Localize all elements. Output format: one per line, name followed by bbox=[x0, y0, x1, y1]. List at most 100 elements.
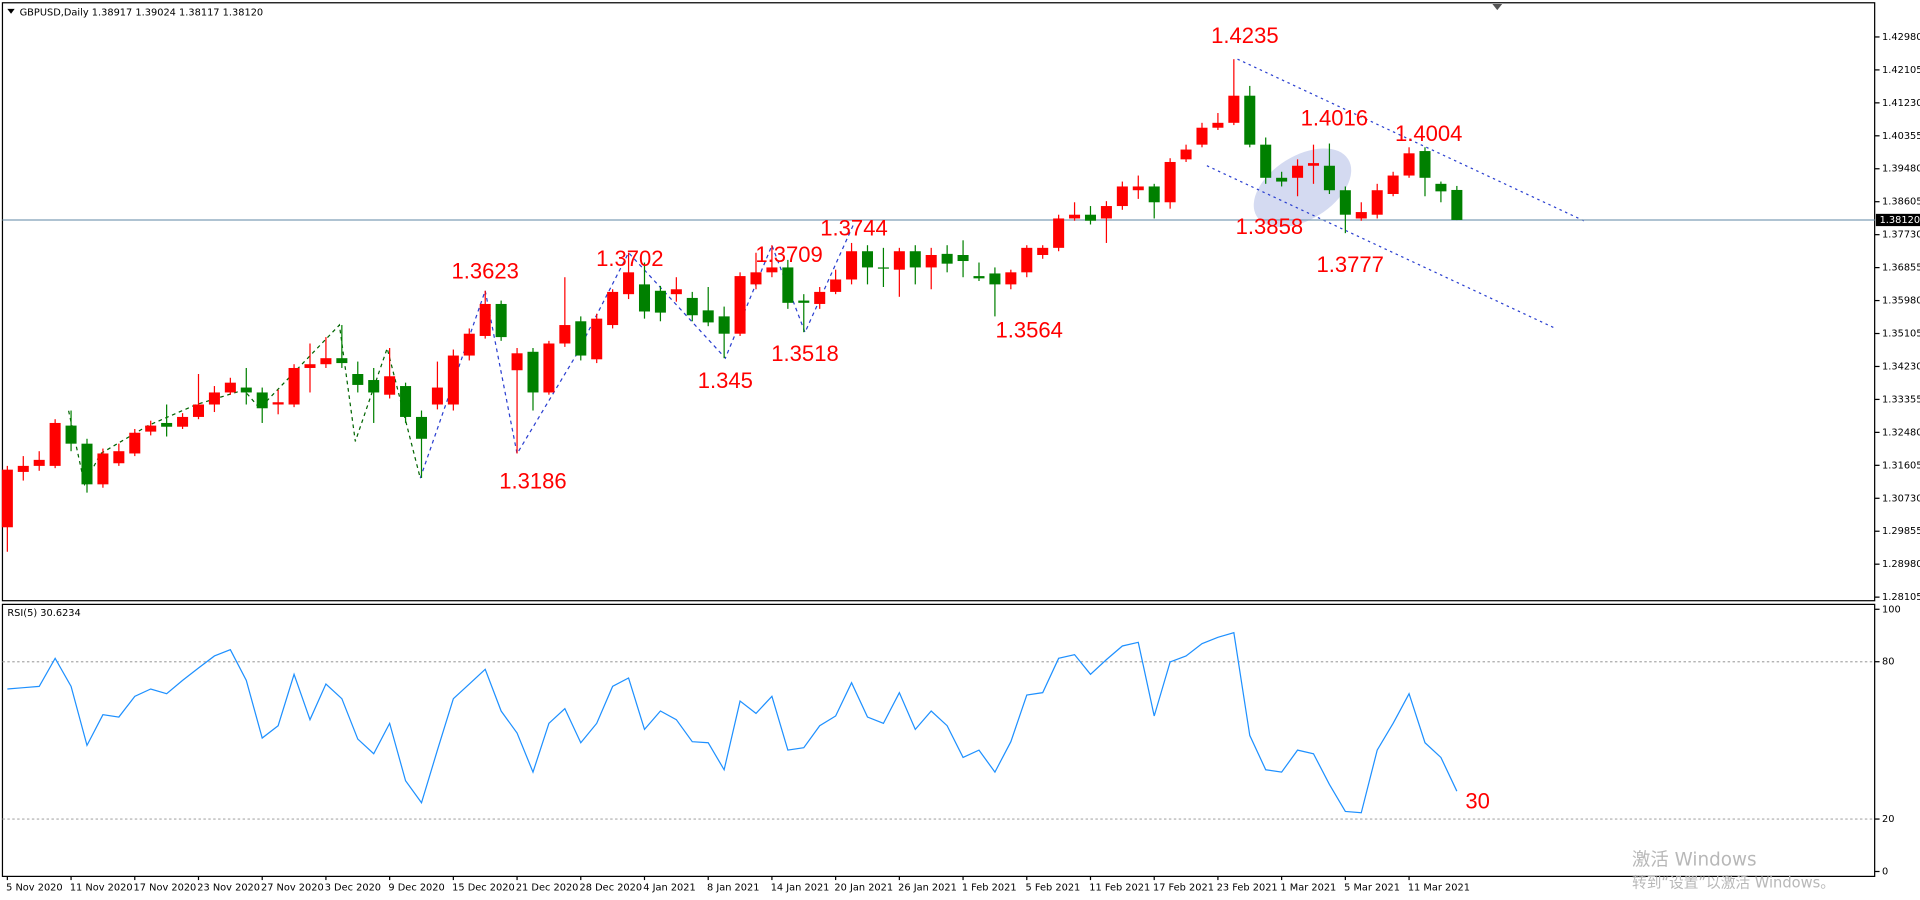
x-tick-label: 20 Jan 2021 bbox=[834, 882, 893, 893]
candle-body bbox=[97, 453, 109, 485]
x-tick-label: 1 Mar 2021 bbox=[1280, 882, 1336, 893]
candle-body bbox=[1148, 186, 1160, 203]
candle-body bbox=[1435, 183, 1447, 192]
candle-body bbox=[113, 451, 125, 464]
candle-body bbox=[336, 358, 348, 364]
candle-body bbox=[129, 432, 141, 454]
x-tick-label: 15 Dec 2020 bbox=[452, 882, 515, 893]
candle-body bbox=[17, 465, 29, 472]
candle-body bbox=[925, 255, 937, 268]
candle-body bbox=[304, 364, 316, 368]
x-tick-label: 8 Jan 2021 bbox=[707, 882, 760, 893]
candle-body bbox=[1260, 144, 1272, 178]
candle-body bbox=[240, 387, 252, 393]
y-tick-label: 20 bbox=[1882, 814, 1894, 825]
candle-body bbox=[368, 380, 380, 393]
candle-body bbox=[702, 310, 714, 323]
candle-body bbox=[208, 392, 220, 405]
candle-body bbox=[415, 416, 428, 439]
candle-body bbox=[1164, 161, 1176, 203]
candle-body bbox=[511, 353, 523, 371]
annotation: 1.3623 bbox=[451, 259, 518, 284]
y-tick-label: 1.42980 bbox=[1882, 32, 1920, 43]
annotation: 1.3186 bbox=[499, 469, 566, 494]
y-tick-label: 0 bbox=[1882, 866, 1888, 877]
candle-body bbox=[65, 425, 77, 444]
candle-body bbox=[1339, 190, 1351, 215]
annotation: 1.3709 bbox=[755, 242, 822, 267]
candle-body bbox=[1371, 190, 1383, 215]
candle-body bbox=[559, 325, 571, 344]
menu-arrow bbox=[7, 8, 15, 14]
candle-body bbox=[81, 443, 93, 485]
annotation: 1.3777 bbox=[1317, 252, 1384, 277]
candle-body bbox=[177, 416, 189, 427]
y-tick-label: 1.37730 bbox=[1882, 230, 1920, 241]
shift-marker bbox=[1492, 4, 1503, 11]
candle-body bbox=[623, 272, 635, 295]
candle-body bbox=[654, 290, 666, 313]
x-tick-label: 5 Mar 2021 bbox=[1344, 882, 1400, 893]
x-tick-label: 11 Feb 2021 bbox=[1089, 882, 1150, 893]
candle-body bbox=[607, 291, 619, 326]
candle-body bbox=[989, 273, 1001, 285]
annotation: 1.3702 bbox=[596, 246, 663, 271]
current-price-label: 1.38120 bbox=[1880, 215, 1920, 226]
zigzag bbox=[419, 223, 855, 479]
price-panel bbox=[1, 2, 1876, 602]
candle-body bbox=[320, 358, 332, 365]
candle-body bbox=[1387, 175, 1399, 194]
candle-body bbox=[1244, 95, 1256, 145]
x-tick-label: 26 Jan 2021 bbox=[898, 882, 957, 893]
annotation: 1.3744 bbox=[820, 215, 887, 240]
candle-body bbox=[766, 267, 778, 273]
y-tick-label: 1.28980 bbox=[1882, 559, 1920, 570]
x-tick-label: 23 Nov 2020 bbox=[197, 882, 260, 893]
candle-body bbox=[527, 351, 539, 393]
candle-body bbox=[1053, 218, 1065, 248]
candle-body bbox=[846, 251, 858, 280]
y-tick-label: 100 bbox=[1882, 604, 1901, 615]
x-tick-label: 9 Dec 2020 bbox=[388, 882, 444, 893]
candle-body bbox=[1084, 214, 1097, 221]
candle-body bbox=[830, 279, 842, 292]
candle-body bbox=[814, 291, 826, 304]
x-tick-label: 28 Dec 2020 bbox=[580, 882, 643, 893]
candle-body bbox=[877, 267, 889, 269]
y-tick-label: 1.35980 bbox=[1882, 296, 1920, 307]
candle-body bbox=[973, 276, 985, 279]
candle-body bbox=[224, 382, 236, 393]
candle-body bbox=[33, 459, 45, 466]
candle-body bbox=[1323, 165, 1335, 191]
candle-body bbox=[495, 303, 507, 338]
x-tick-label: 17 Nov 2020 bbox=[134, 882, 197, 893]
candle-body bbox=[591, 318, 603, 360]
y-tick-label: 1.41230 bbox=[1882, 98, 1920, 109]
x-tick-label: 27 Nov 2020 bbox=[261, 882, 324, 893]
x-tick-label: 23 Feb 2021 bbox=[1217, 882, 1278, 893]
annotation: 1.4016 bbox=[1301, 106, 1368, 131]
annotation: 1.3518 bbox=[771, 341, 838, 366]
x-tick-label: 14 Jan 2021 bbox=[771, 882, 830, 893]
candle-body bbox=[718, 316, 730, 334]
y-tick-label: 1.35105 bbox=[1882, 329, 1920, 340]
candle-body bbox=[1116, 186, 1128, 207]
candle-body bbox=[161, 422, 173, 427]
rsi-line bbox=[7, 631, 1458, 814]
symbol-header: GBPUSD,Daily 1.38917 1.39024 1.38117 1.3… bbox=[20, 8, 264, 19]
candle-body bbox=[861, 251, 874, 268]
y-tick-label: 1.31605 bbox=[1882, 460, 1920, 471]
x-tick-label: 3 Dec 2020 bbox=[325, 882, 381, 893]
x-tick-label: 5 Nov 2020 bbox=[6, 882, 63, 893]
candle-body bbox=[1037, 247, 1049, 256]
candle-body bbox=[957, 255, 969, 262]
candle-body bbox=[1180, 149, 1192, 160]
y-tick-label: 1.28105 bbox=[1882, 592, 1920, 603]
candle-body bbox=[352, 374, 364, 385]
candle-body bbox=[1419, 151, 1431, 178]
candle-body bbox=[1069, 214, 1081, 219]
candle-body bbox=[1276, 177, 1288, 182]
rsi-header: RSI(5) 30.6234 bbox=[7, 608, 80, 619]
candle-body bbox=[447, 355, 459, 405]
